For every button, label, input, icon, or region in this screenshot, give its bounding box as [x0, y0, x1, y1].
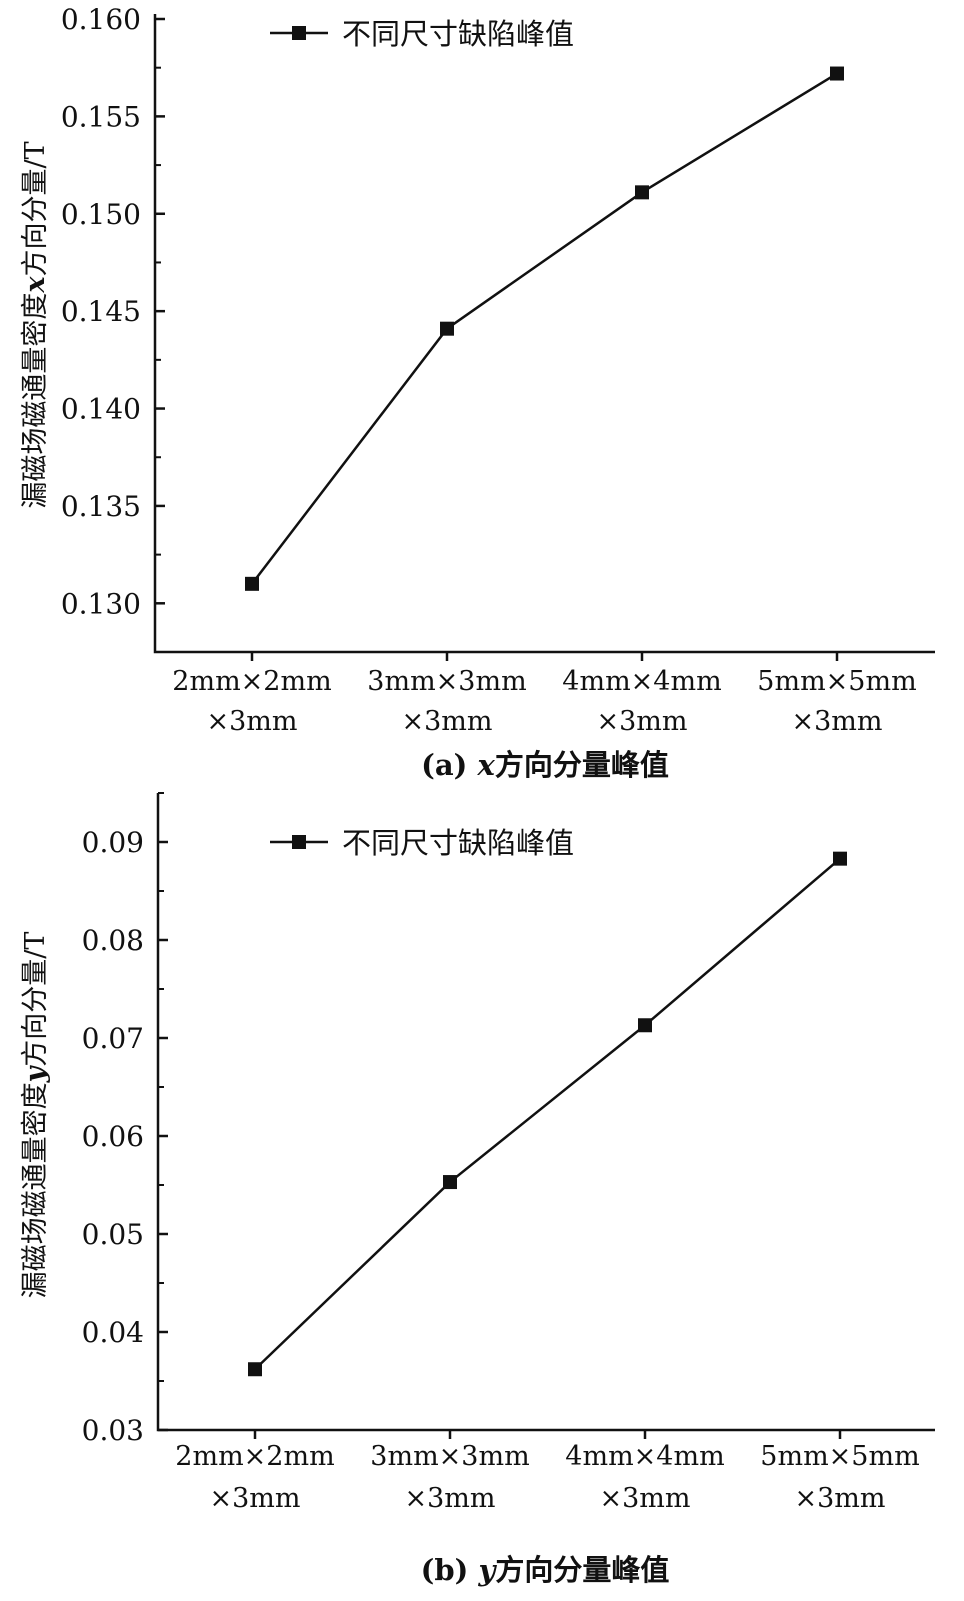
chart-a-category-label: ×3mm	[401, 706, 492, 737]
chart-a-y-tick-label: 0.140	[61, 393, 141, 426]
chart-a-category-label: 5mm×5mm	[757, 666, 916, 697]
chart-a-category-label: ×3mm	[206, 706, 297, 737]
chart-a-y-tick-label: 0.130	[61, 587, 141, 620]
chart-b-legend: 不同尺寸缺陷峰值	[270, 826, 574, 860]
chart-b-category-label: 3mm×3mm	[370, 1441, 529, 1472]
chart-b-legend-label: 不同尺寸缺陷峰值	[342, 826, 574, 860]
chart-a: 0.130 0.135 0.140 0.145 0.150 0.155 0.160 2mm×…	[20, 3, 935, 782]
chart-b-x-ticks	[253, 1430, 842, 1439]
chart-b-y-ticks: 0.03 0.04 0.05 0.06 0.07 0.08 0.09	[82, 792, 168, 1447]
chart-b-axes	[156, 793, 935, 1432]
chart-a-legend-label: 不同尺寸缺陷峰值	[342, 17, 574, 51]
chart-a-y-tick-label: 0.150	[61, 198, 141, 231]
chart-a-data-point	[245, 576, 259, 591]
chart-b-data-point	[248, 1362, 262, 1377]
chart-a-ylabel: 漏磁场磁通量密度x方向分量/T	[20, 141, 51, 508]
chart-b-category-labels: 2mm×2mm ×3mm 3mm×3mm ×3mm 4mm×4mm ×3mm 5mm×5mm…	[175, 1441, 919, 1514]
chart-b-y-tick-label: 0.03	[82, 1414, 144, 1447]
chart-b-category-label: 4mm×4mm	[565, 1441, 724, 1472]
chart-a-data-point	[635, 185, 649, 200]
chart-a-markers	[245, 66, 844, 591]
chart-b-category-label: 2mm×2mm	[175, 1441, 334, 1472]
chart-a-caption: (a) x方向分量峰值	[421, 748, 669, 782]
chart-b-markers	[248, 851, 847, 1377]
chart-a-y-tick-label: 0.155	[61, 100, 141, 133]
chart-b: 0.03 0.04 0.05 0.06 0.07 0.08 0.09 2mm×2mm ×3mm…	[20, 792, 935, 1587]
chart-a-y-ticks: 0.130 0.135 0.140 0.145 0.150 0.155 0.160	[61, 3, 165, 620]
chart-a-data-point	[830, 66, 844, 81]
chart-b-category-label: ×3mm	[794, 1483, 885, 1514]
chart-a-y-tick-label: 0.160	[61, 3, 141, 36]
chart-a-series-line	[251, 72, 838, 585]
chart-b-y-tick-label: 0.07	[82, 1022, 144, 1055]
chart-b-category-label: 5mm×5mm	[760, 1441, 919, 1472]
chart-b-y-tick-label: 0.09	[82, 826, 144, 859]
chart-b-y-tick-label: 0.05	[82, 1218, 144, 1251]
chart-a-legend-marker	[292, 26, 306, 40]
chart-a-y-tick-label: 0.145	[61, 295, 141, 328]
chart-a-axes	[153, 14, 935, 654]
chart-b-y-tick-label: 0.08	[82, 924, 144, 957]
chart-a-category-label: ×3mm	[596, 706, 687, 737]
chart-a-category-label: 3mm×3mm	[367, 666, 526, 697]
chart-b-y-tick-label: 0.04	[82, 1316, 144, 1349]
chart-b-y-tick-label: 0.06	[82, 1120, 144, 1153]
chart-a-category-label: 2mm×2mm	[172, 666, 331, 697]
chart-a-y-tick-label: 0.135	[61, 490, 141, 523]
chart-a-category-label: ×3mm	[791, 706, 882, 737]
chart-b-legend-marker	[292, 835, 306, 849]
chart-b-data-point	[443, 1175, 457, 1190]
chart-b-category-label: ×3mm	[209, 1483, 300, 1514]
chart-b-category-label: ×3mm	[599, 1483, 690, 1514]
chart-b-ylabel: 漏磁场磁通量密度y方向分量/T	[20, 932, 51, 1299]
chart-a-data-point	[440, 321, 454, 336]
chart-b-data-point	[833, 851, 847, 866]
chart-a-x-ticks	[250, 652, 839, 661]
chart-b-series-line	[254, 857, 841, 1371]
chart-b-caption: (b) y方向分量峰值	[421, 1553, 670, 1587]
chart-a-category-labels: 2mm×2mm ×3mm 3mm×3mm ×3mm 4mm×4mm ×3mm 5mm×5mm…	[172, 666, 916, 737]
chart-b-category-label: ×3mm	[404, 1483, 495, 1514]
chart-a-category-label: 4mm×4mm	[562, 666, 721, 697]
chart-a-legend: 不同尺寸缺陷峰值	[270, 17, 574, 51]
chart-b-data-point	[638, 1018, 652, 1033]
